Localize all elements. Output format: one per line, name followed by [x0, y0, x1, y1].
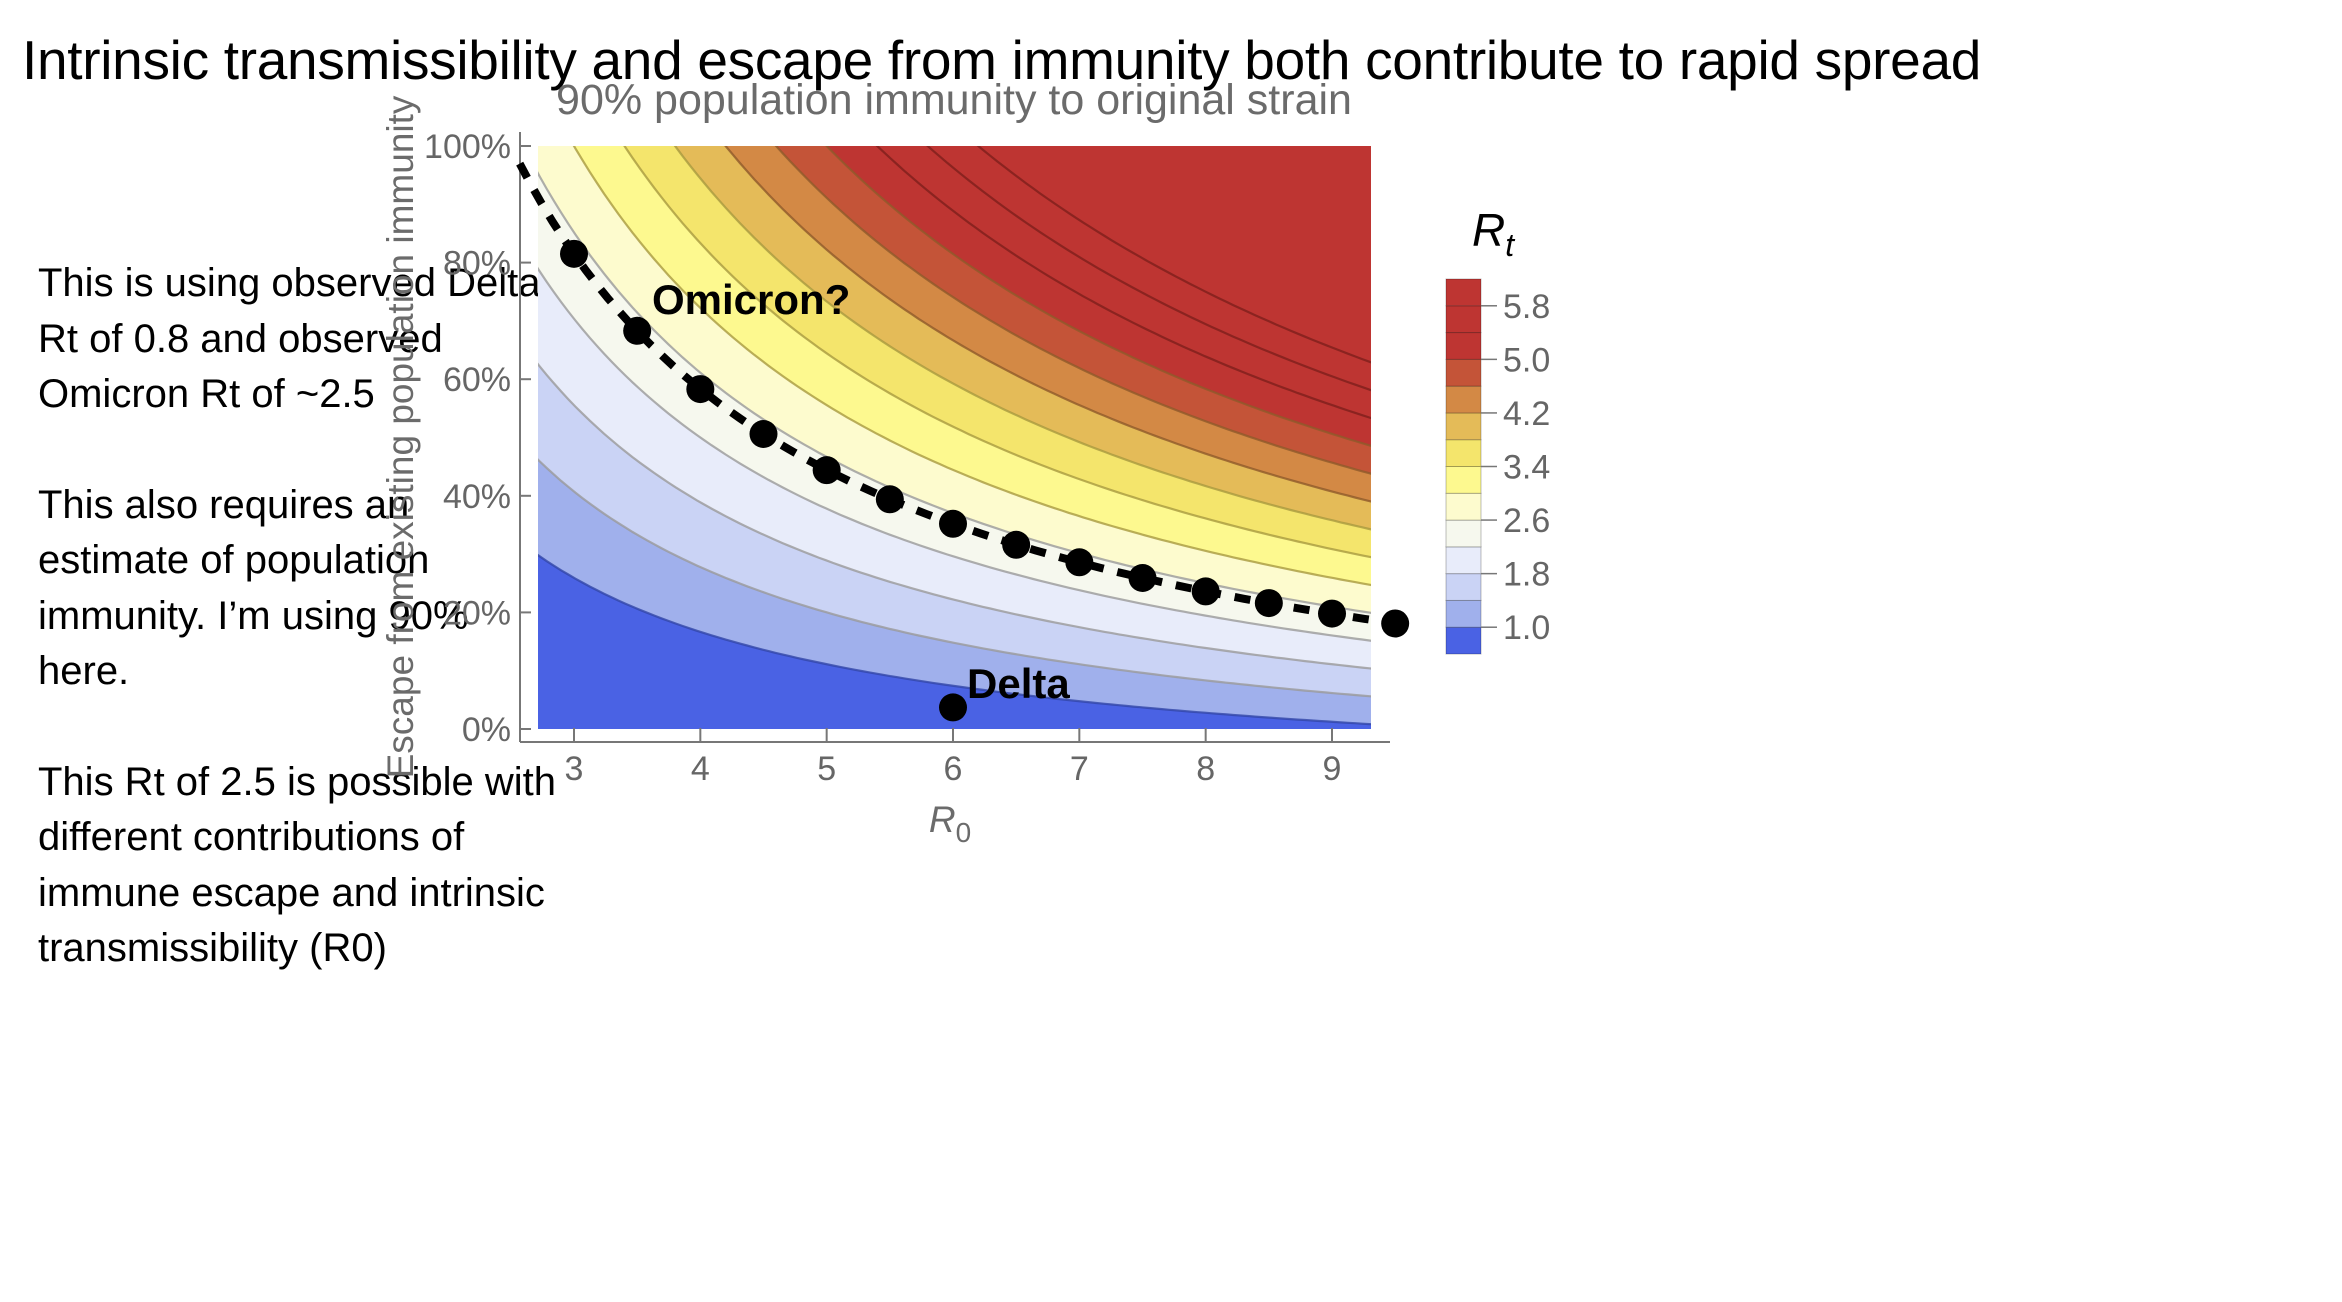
- colorbar-tick-label: 5.0: [1503, 341, 1550, 379]
- note-paragraph: This Rt of 2.5 is possible with differen…: [38, 759, 556, 971]
- contour-line: [825, 146, 1371, 447]
- x-tick-label: 9: [1323, 750, 1342, 788]
- colorbar-tick-label: 5.8: [1503, 288, 1550, 326]
- contour-line: [538, 266, 1371, 642]
- omicron-point: [939, 509, 967, 538]
- omicron-point: [749, 420, 778, 449]
- colorbar-swatch: [1445, 305, 1482, 334]
- omicron-point: [623, 316, 652, 345]
- contour-line: [875, 146, 1371, 420]
- colorbar-swatch: [1445, 412, 1482, 441]
- contour-line: [538, 362, 1371, 670]
- x-axis-label-main: R: [929, 799, 956, 840]
- annotations: Omicron? Delta: [652, 276, 1070, 707]
- colorbar-swatch: [1445, 439, 1482, 468]
- colorbar-swatch: [1445, 573, 1482, 601]
- omicron-point: [1191, 577, 1220, 606]
- omicron-point: [1065, 548, 1094, 577]
- x-tick-label: 5: [817, 750, 836, 788]
- colorbar-swatch: [1445, 466, 1482, 494]
- series-layer: [516, 161, 1410, 722]
- x-tick-label: 8: [1196, 750, 1215, 788]
- x-tick-label: 6: [944, 750, 963, 788]
- y-tick-label: 0%: [462, 711, 511, 749]
- contour-line: [673, 146, 1371, 531]
- omicron-point: [686, 375, 715, 404]
- omicron-point: [1381, 609, 1410, 638]
- y-axis-label: Escape from existing population immunity: [380, 95, 421, 778]
- colorbar-swatch: [1445, 385, 1482, 414]
- delta-point: [939, 693, 967, 722]
- axes: 0% 20% 40% 60% 80% 100% 3 4 5 6 7 8 9: [424, 128, 1390, 788]
- x-tick-label: 7: [1070, 750, 1089, 788]
- y-tick-label: 80%: [443, 245, 511, 283]
- contour-line: [976, 146, 1371, 364]
- note-paragraph: This also requires an estimate of popula…: [38, 482, 469, 694]
- y-tick-label: 60%: [443, 361, 511, 399]
- colorbar-tick-label: 3.4: [1503, 449, 1550, 487]
- omicron-point: [812, 456, 841, 485]
- contour-line: [724, 146, 1371, 503]
- omicron-point: [1318, 599, 1346, 628]
- x-axis-label: R0: [929, 799, 971, 848]
- omicron-annotation: Omicron?: [652, 276, 850, 323]
- colorbar-swatch: [1445, 546, 1482, 575]
- note-paragraph: This is using observed Delta Rt of 0.8 a…: [38, 261, 541, 416]
- contour-line: [572, 146, 1371, 587]
- omicron-point: [1254, 589, 1283, 618]
- x-tick-label: 4: [691, 750, 710, 788]
- colorbar-tick-label: 1.8: [1503, 556, 1550, 594]
- colorbar-swatch: [1445, 626, 1482, 655]
- colorbar-title-sub: t: [1505, 227, 1515, 263]
- colorbar-tick-label: 1.0: [1503, 609, 1550, 647]
- omicron-point: [560, 239, 588, 268]
- y-tick-label: 20%: [443, 594, 511, 632]
- omicron-point: [1002, 530, 1031, 559]
- colorbar-swatch: [1445, 358, 1482, 387]
- delta-annotation: Delta: [967, 660, 1070, 707]
- omicron-point: [875, 485, 904, 514]
- y-tick-label: 100%: [424, 128, 511, 166]
- colorbar-title-main: R: [1472, 204, 1505, 256]
- colorbar-tick-label: 4.2: [1503, 395, 1550, 433]
- colorbar-swatch: [1445, 599, 1482, 628]
- chart-title: 90% population immunity to original stra…: [556, 76, 1352, 124]
- x-axis-label-sub: 0: [956, 817, 972, 848]
- y-tick-label: 40%: [443, 478, 511, 516]
- colorbar-swatch: [1445, 519, 1482, 548]
- colorbar: 1.0 1.8 2.6 3.4 4.2 5.0 5.8 Rt: [1445, 204, 1550, 655]
- slide-title: Intrinsic transmissibility and escape fr…: [22, 29, 1982, 91]
- colorbar-swatch: [1445, 492, 1482, 521]
- omicron-point: [1128, 564, 1157, 593]
- contour-line: [926, 146, 1371, 392]
- notes-panel: This is using observed Delta Rt of 0.8 a…: [38, 256, 558, 1032]
- colorbar-title: Rt: [1472, 204, 1515, 263]
- colorbar-tick-label: 2.6: [1503, 502, 1550, 540]
- colorbar-swatch: [1445, 332, 1482, 360]
- contour-line: [774, 146, 1371, 475]
- x-tick-label: 3: [565, 750, 584, 788]
- contour-line: [538, 553, 1371, 726]
- contour-line: [623, 146, 1371, 559]
- contour-lines: [538, 146, 1371, 726]
- contour-line: [538, 458, 1371, 698]
- colorbar-swatch: [1445, 278, 1482, 307]
- contour-band: [978, 146, 1371, 363]
